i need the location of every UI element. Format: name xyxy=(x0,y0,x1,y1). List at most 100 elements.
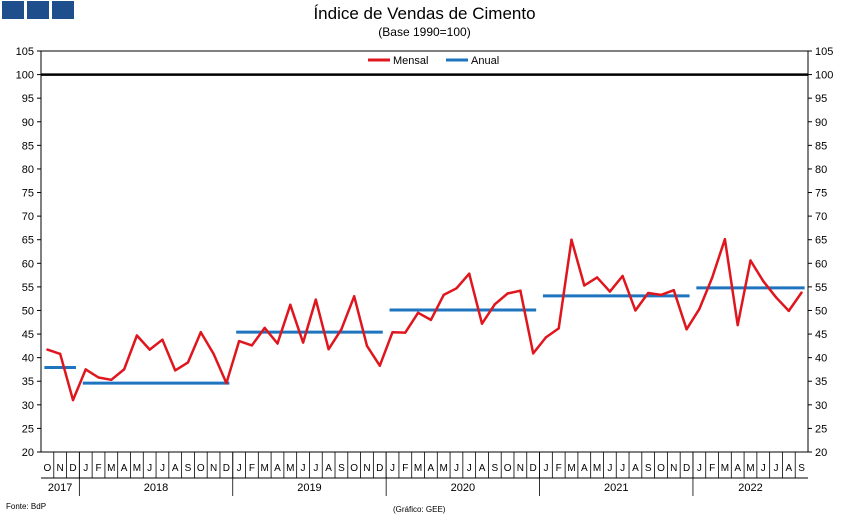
y-tick-label-left: 60 xyxy=(22,258,34,270)
mensal-point xyxy=(199,330,202,334)
mensal-point xyxy=(519,289,522,292)
y-tick-label-left: 35 xyxy=(22,376,34,388)
month-label: A xyxy=(581,463,588,474)
mensal-point xyxy=(135,334,139,337)
y-tick-label-right: 95 xyxy=(815,93,827,105)
month-label: J xyxy=(620,463,625,474)
mensal-point xyxy=(468,272,471,275)
mensal-point xyxy=(698,307,701,311)
year-label: 2022 xyxy=(738,482,762,494)
year-label: 2020 xyxy=(451,482,475,494)
legend-label: Anual xyxy=(471,55,499,67)
month-label: J xyxy=(607,463,612,474)
y-tick-label-right: 90 xyxy=(815,117,827,129)
month-label: O xyxy=(44,463,52,474)
month-label: J xyxy=(761,463,766,474)
mensal-point xyxy=(404,331,407,334)
source-note: Fonte: BdP xyxy=(6,502,47,511)
month-label: J xyxy=(147,463,152,474)
y-tick-label-right: 55 xyxy=(815,282,827,294)
mensal-point xyxy=(634,309,637,312)
y-tick-label-left: 45 xyxy=(22,329,34,341)
chart-credit: (Gráfico: GEE) xyxy=(393,505,446,514)
mensal-point xyxy=(161,338,164,341)
y-tick-label-left: 75 xyxy=(22,188,34,200)
month-label: J xyxy=(454,463,459,474)
y-tick-label-right: 50 xyxy=(815,305,827,317)
mensal-point xyxy=(710,276,714,280)
month-label: M xyxy=(746,463,754,474)
mensal-point xyxy=(672,288,675,292)
mensal-point xyxy=(250,344,254,347)
mensal-point xyxy=(58,352,62,356)
month-label: A xyxy=(274,463,281,474)
year-label: 2019 xyxy=(297,482,321,494)
y-tick-label-right: 25 xyxy=(815,423,827,435)
mensal-point xyxy=(749,259,752,262)
month-label: O xyxy=(657,463,665,474)
y-tick-label-right: 80 xyxy=(815,164,827,176)
month-label: J xyxy=(83,463,88,474)
mensal-point xyxy=(225,381,228,385)
mensal-point xyxy=(800,291,803,294)
mensal-line xyxy=(47,237,803,402)
month-label: F xyxy=(402,463,408,474)
mensal-point xyxy=(647,291,650,295)
y-tick-label-left: 70 xyxy=(22,211,34,223)
month-label: A xyxy=(734,463,741,474)
month-label: F xyxy=(249,463,255,474)
mensal-point xyxy=(301,341,305,344)
month-label: J xyxy=(543,463,548,474)
y-tick-label-left: 80 xyxy=(22,164,34,176)
month-label: O xyxy=(197,463,205,474)
month-label: A xyxy=(428,463,435,474)
month-label: A xyxy=(632,463,639,474)
mensal-point xyxy=(276,342,279,345)
month-label: S xyxy=(185,463,192,474)
month-label: S xyxy=(491,463,498,474)
y-tick-label-right: 75 xyxy=(815,188,827,200)
mensal-point xyxy=(46,348,49,351)
y-tick-label-right: 45 xyxy=(815,329,827,341)
month-label: D xyxy=(530,463,537,474)
mensal-point xyxy=(762,280,765,283)
mensal-point xyxy=(212,352,215,356)
month-label: D xyxy=(223,463,230,474)
mensal-point xyxy=(621,274,624,278)
month-label: F xyxy=(556,463,562,474)
mensal-point xyxy=(122,368,126,371)
chart-title: Índice de Vendas de Cimento xyxy=(313,4,536,23)
month-label: A xyxy=(325,463,332,474)
mensal-point xyxy=(148,348,151,351)
y-tick-label-left: 105 xyxy=(16,46,34,58)
mensal-point xyxy=(787,309,791,313)
y-tick-label-left: 90 xyxy=(22,117,34,129)
mensal-point xyxy=(97,376,100,379)
month-label: M xyxy=(567,463,575,474)
month-label: D xyxy=(376,463,383,474)
legend-label: Mensal xyxy=(393,55,428,67)
mensal-point xyxy=(685,328,688,331)
month-label: N xyxy=(363,463,370,474)
y-tick-label-left: 85 xyxy=(22,140,34,152)
mensal-point xyxy=(557,327,560,330)
y-tick-label-left: 65 xyxy=(22,235,34,247)
month-label: J xyxy=(160,463,165,474)
month-label: S xyxy=(645,463,652,474)
mensal-point xyxy=(378,364,381,367)
y-tick-label-left: 40 xyxy=(22,353,34,365)
mensal-point xyxy=(416,311,420,315)
y-tick-label-left: 55 xyxy=(22,282,34,294)
month-label: N xyxy=(57,463,64,474)
mensal-point xyxy=(340,328,343,331)
mensal-point xyxy=(595,276,599,279)
month-label: J xyxy=(390,463,395,474)
logo-block xyxy=(27,1,49,19)
mensal-point xyxy=(493,303,497,306)
month-label: A xyxy=(172,463,179,474)
mensal-point xyxy=(237,339,241,343)
month-label: S xyxy=(798,463,805,474)
mensal-point xyxy=(723,238,727,241)
year-label: 2018 xyxy=(144,482,168,494)
mensal-point xyxy=(110,378,113,382)
